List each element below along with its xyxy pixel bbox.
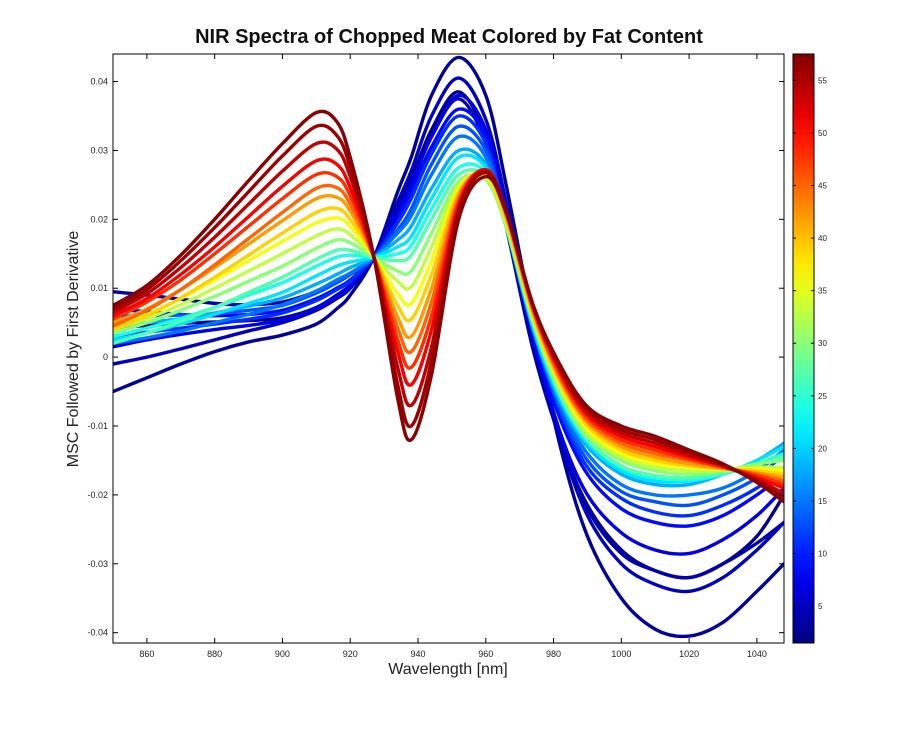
series-line [113,55,784,639]
colorbar-tick-label: 15 [818,497,827,506]
series-line [113,167,784,487]
colorbar [792,53,815,644]
colorbar-tick-label: 45 [818,181,827,190]
x-tick-label: 1040 [747,649,767,659]
series-line [113,172,784,476]
x-axis-label: Wavelength [nm] [388,661,507,678]
series-line [113,170,784,473]
colorbar-tick-label: 50 [818,129,827,138]
series-line [113,162,784,482]
series-line [113,93,784,556]
y-tick-label: -0.04 [87,628,108,638]
y-tick-label: -0.03 [87,559,108,569]
series-line [113,147,784,488]
y-tick-label: 0.03 [90,145,108,155]
x-tick-label: 900 [275,649,290,659]
x-tick-label: 880 [207,649,222,659]
x-tick-label: 1020 [679,649,699,659]
x-tick-label: 860 [139,649,154,659]
series-line [113,153,784,484]
y-tick-label: -0.01 [87,421,108,431]
series-line [113,123,784,501]
series-line [113,168,784,483]
y-tick-label: 0.01 [90,283,108,293]
colorbar-tick-label: 40 [818,234,827,243]
series-line [113,114,784,518]
colorbar-tick-label: 30 [818,339,827,348]
colorbar-ticks: 5 10 15 20 25 30 35 40 45 50 55 [793,76,827,611]
x-tick-label: 980 [546,649,561,659]
chart-title: NIR Spectra of Chopped Meat Colored by F… [195,26,703,48]
series-group [113,55,784,639]
series-line [113,167,784,480]
y-axis: -0.04 -0.03 -0.02 -0.01 0 0.01 0.02 0.03 0.04 [87,77,784,638]
y-tick-label: -0.02 [87,490,108,500]
series-line [113,172,784,473]
x-axis: 860 880 900 920 940 960 980 1000 1020 1040 [139,54,767,659]
colorbar-tick-label: 20 [818,444,827,453]
colorbar-tick-label: 55 [818,76,827,85]
y-tick-label: 0.02 [90,214,108,224]
series-line [113,134,784,498]
y-axis-label: MSC Followed by First Derivative [65,231,82,468]
colorbar-tick-label: 35 [818,287,827,296]
series-line [113,124,784,508]
series-line [113,157,784,490]
x-tick-label: 1000 [611,649,631,659]
x-tick-label: 920 [343,649,358,659]
series-line [113,171,784,476]
series-line [113,76,784,594]
y-tick-label: 0 [103,352,108,362]
series-line [113,140,784,496]
plot-frame [112,53,785,644]
colorbar-tick-label: 10 [818,550,827,559]
series-line [113,109,784,504]
x-tick-label: 960 [478,649,493,659]
colorbar-tick-label: 25 [818,392,827,401]
colorbar-tick-label: 5 [818,602,823,611]
series-line [113,169,784,480]
x-tick-label: 940 [410,649,425,659]
y-tick-label: 0.04 [90,77,108,87]
